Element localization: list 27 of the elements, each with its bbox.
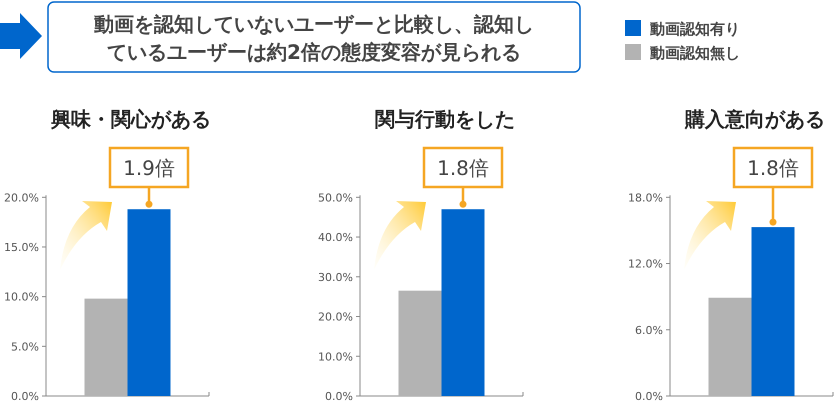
- y-tick-label: 20.0%: [4, 191, 39, 204]
- callout: 1.8倍: [422, 146, 504, 208]
- y-tick-label: 0.0%: [325, 390, 353, 403]
- y-tick-label: 50.0%: [318, 191, 353, 204]
- legend-label: 動画認知無し: [649, 44, 740, 62]
- y-tick-label: 0.0%: [635, 390, 663, 403]
- chart-title: 購入意向がある: [684, 107, 825, 131]
- y-tick-label: 0.0%: [11, 390, 39, 403]
- y-tick-label: 30.0%: [318, 270, 353, 284]
- y-tick-label: 20.0%: [318, 310, 353, 324]
- y-tick-label: 12.0%: [628, 258, 663, 271]
- y-tick-label: 5.0%: [11, 340, 39, 354]
- chart-title: 関与行動をした: [375, 107, 515, 131]
- callout: 1.9倍: [108, 146, 190, 208]
- y-tick-label: 40.0%: [318, 231, 353, 244]
- y-tick-label: 10.0%: [4, 290, 39, 304]
- y-tick-label: 6.0%: [635, 324, 663, 337]
- annotation: 1.9倍: [123, 156, 175, 180]
- annotation: 1.8倍: [437, 156, 489, 180]
- y-tick-label: 10.0%: [318, 350, 353, 364]
- text: 動画を認知していないユーザーと比較し、認知しているユーザーは約2倍の態度変容が見られる: [93, 12, 534, 64]
- y-tick-label: 18.0%: [628, 191, 663, 204]
- y-tick-label: 15.0%: [4, 240, 39, 254]
- callout: 1.8倍: [732, 146, 814, 226]
- legend-label: 動画認知有り: [649, 20, 740, 38]
- annotation: 1.8倍: [747, 156, 799, 180]
- chart-title: 興味・関心がある: [50, 107, 211, 131]
